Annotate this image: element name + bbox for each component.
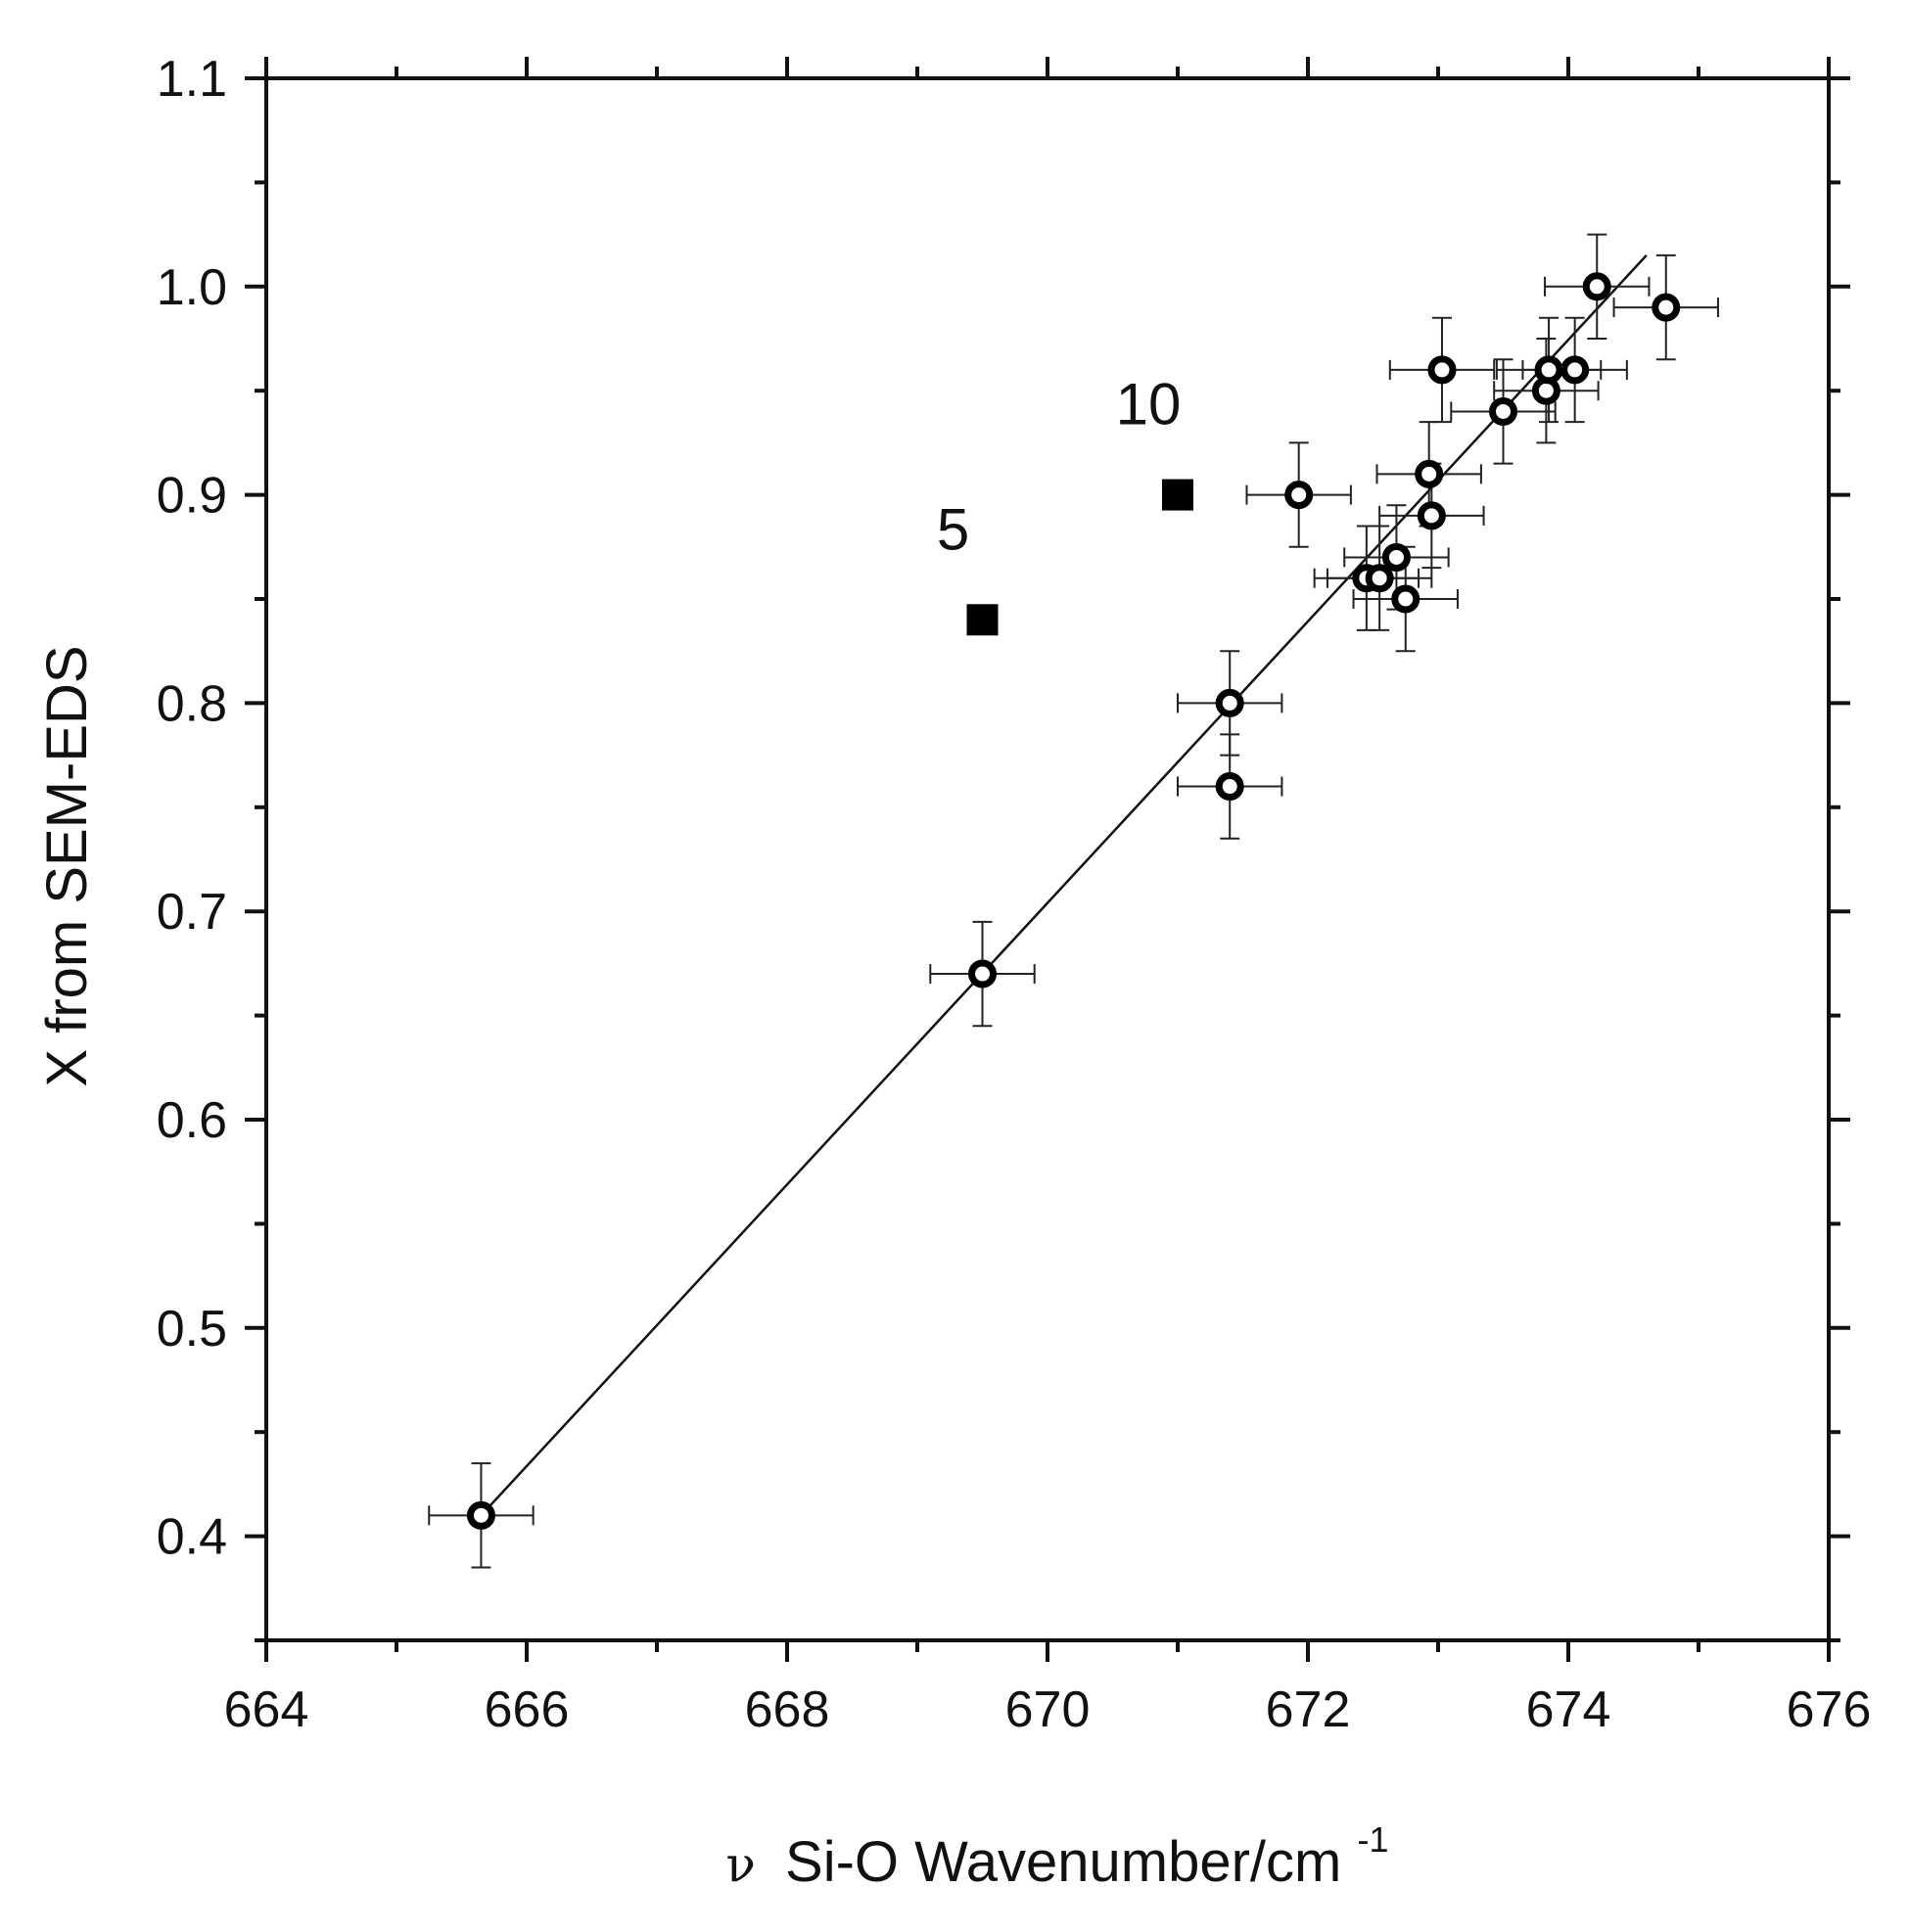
x-tick-label: 670 [1005,1681,1091,1738]
sample-point [1391,584,1420,614]
sample-point [968,959,997,989]
sample-point [1560,355,1590,385]
sample-point [466,1500,495,1530]
sample-point [1652,293,1681,322]
y-tick-label: 0.7 [157,884,227,941]
y-tick-label: 0.4 [157,1509,227,1566]
x-tick-label: 668 [745,1681,830,1738]
sample-point [1365,564,1394,593]
sample-point [1417,501,1446,530]
x-tick-label: 664 [224,1681,309,1738]
x-tick-label: 672 [1266,1681,1351,1738]
sample-point [1427,355,1457,385]
y-tick-label: 0.5 [157,1301,227,1357]
x-axis-title-superscript: -1 [1357,1819,1388,1860]
outlier-point [1162,479,1193,511]
sample-point [1215,772,1244,802]
fit-line [480,254,1648,1517]
x-axis-title: ν Si-O Wavenumber/cm -1 [726,1819,1389,1894]
x-axis-title-text: Si-O Wavenumber/cm [785,1830,1341,1894]
y-tick-label: 0.6 [157,1092,227,1149]
sample-point [1284,481,1314,510]
y-axis-title: X from SEM-EDS [35,645,99,1086]
sample-point [1215,688,1244,717]
y-tick-label: 1.0 [157,259,227,316]
x-tick-label: 676 [1787,1681,1872,1738]
sample-point [1415,459,1444,488]
sample-point [1534,355,1563,385]
sample-point [1381,542,1411,572]
y-tick-label: 1.1 [157,51,227,108]
y-tick-label: 0.8 [157,675,227,732]
outlier-label: 5 [937,496,969,562]
sample-point [1582,272,1611,301]
x-tick-label: 666 [485,1681,570,1738]
x-tick-label: 674 [1526,1681,1611,1738]
sample-point [1489,396,1517,426]
outlier-point [966,604,999,636]
x-axis-title-symbol: ν [726,1836,756,1893]
y-tick-label: 0.9 [157,468,227,525]
outlier-label: 10 [1116,372,1182,437]
